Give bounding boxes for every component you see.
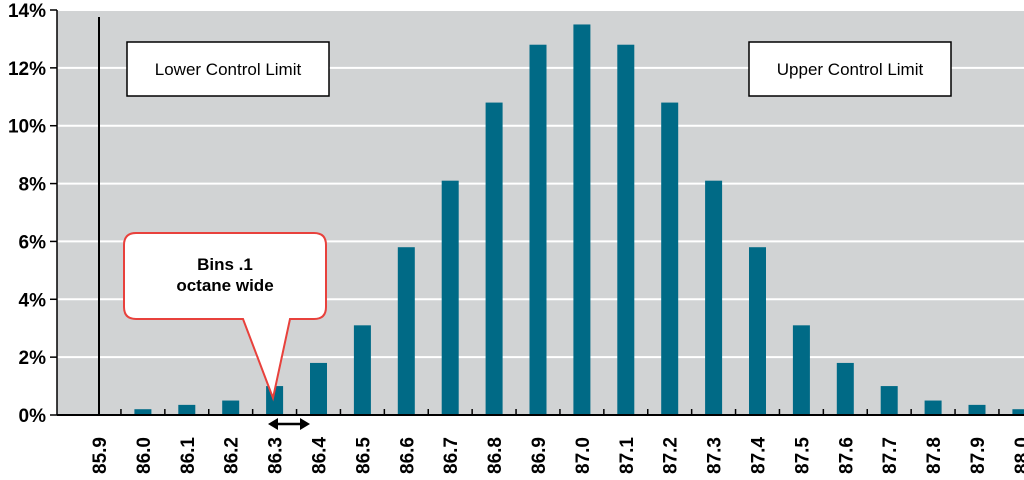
- y-tick-label: 8%: [19, 175, 47, 196]
- lower-limit-box: Lower Control Limit: [126, 41, 330, 97]
- bar-87.1: [617, 44, 635, 415]
- x-tick-label: 86.9: [529, 437, 550, 474]
- x-tick-label: 86.2: [222, 437, 243, 474]
- x-tick-label: 86.4: [310, 437, 331, 474]
- x-tick-label: 85.9: [90, 437, 111, 474]
- x-tick-label: 86.1: [178, 437, 199, 474]
- bar-86.9: [529, 44, 547, 415]
- y-tick-label: 0%: [19, 406, 47, 427]
- x-tick-label: 86.0: [134, 437, 155, 474]
- bar-86.1: [178, 404, 196, 415]
- x-tick-label: 87.6: [836, 437, 857, 474]
- bar-86.4: [310, 362, 327, 415]
- y-tick-label: 2%: [19, 348, 47, 369]
- x-tick-label: 87.2: [661, 437, 682, 474]
- bar-86.0: [134, 409, 152, 415]
- x-tick-label: 87.4: [749, 437, 770, 474]
- bar-87.9: [968, 404, 986, 415]
- y-tick-label: 10%: [8, 117, 46, 138]
- x-tick-label: 86.7: [441, 437, 462, 474]
- upper-limit-box: Upper Control Limit: [748, 41, 952, 97]
- bar-86.5: [353, 325, 371, 415]
- bar-87.5: [792, 325, 810, 415]
- x-tick-label: 88.0: [1012, 437, 1024, 474]
- upper-limit-label: Upper Control Limit: [777, 60, 924, 79]
- x-tick-label: 87.8: [924, 437, 945, 474]
- bars: [134, 24, 1024, 416]
- bar-86.7: [441, 180, 459, 415]
- x-tick-label: 86.8: [485, 437, 506, 474]
- bar-88.0: [1012, 409, 1024, 415]
- bar-87.7: [880, 386, 898, 415]
- y-tick-label: 6%: [19, 232, 47, 253]
- x-tick-label: 87.1: [617, 437, 638, 474]
- x-tick-label: 87.0: [573, 437, 594, 474]
- x-tick-label: 87.7: [880, 437, 901, 474]
- bar-87.3: [705, 180, 723, 415]
- bar-86.2: [222, 400, 240, 415]
- y-tick-label: 4%: [19, 290, 47, 311]
- x-tick-label: 87.3: [705, 437, 726, 474]
- x-tick-label: 86.3: [266, 437, 287, 474]
- bar-86.6: [397, 247, 415, 415]
- callout-line-2: octane wide: [176, 276, 273, 295]
- bar-87.0: [573, 24, 591, 415]
- x-tick-label: 87.9: [968, 437, 989, 474]
- control-limit-lines: [98, 17, 100, 415]
- bar-87.8: [924, 400, 942, 415]
- bar-87.4: [749, 247, 766, 415]
- bar-86.8: [485, 102, 503, 416]
- bar-87.2: [661, 102, 679, 416]
- lower-limit-label: Lower Control Limit: [155, 60, 302, 79]
- y-axis-ticks: 0% 2% 4% 6% 8% 10% 12% 14%: [8, 1, 58, 427]
- x-tick-label: 87.5: [792, 437, 813, 474]
- bin-width-arrow: [268, 418, 310, 430]
- y-tick-label: 12%: [8, 59, 46, 80]
- x-axis-ticks: 85.9 86.0 86.1 86.2 86.3 86.4 86.5 86.6 86.7 86.8…: [57, 409, 1024, 474]
- bar-87.6: [836, 362, 854, 415]
- bin-width-callout: Bins .1 octane wide: [123, 232, 327, 402]
- callout-line-1: Bins .1: [197, 255, 253, 274]
- y-tick-label: 14%: [8, 1, 46, 22]
- x-tick-label: 86.5: [353, 437, 374, 474]
- x-tick-label: 86.6: [397, 437, 418, 474]
